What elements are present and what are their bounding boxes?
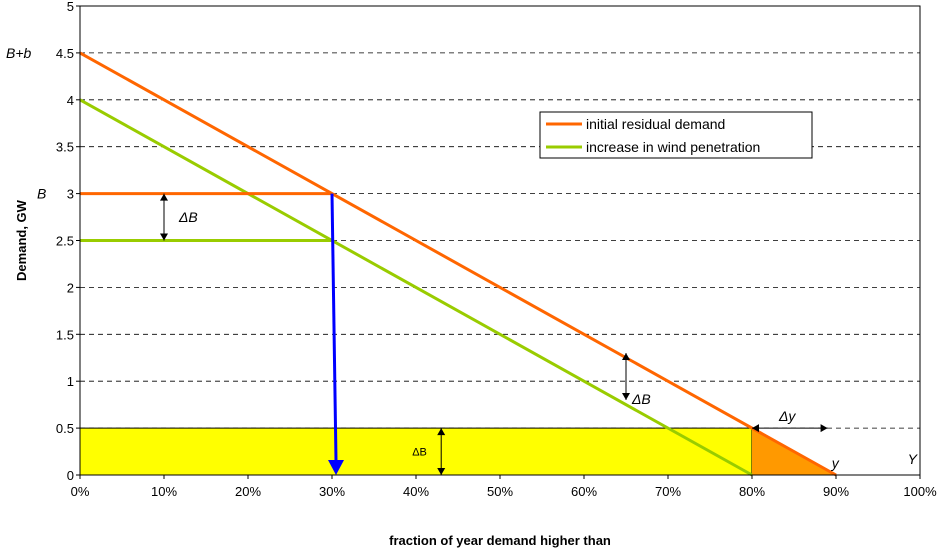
arrow-head <box>820 424 828 433</box>
arrow-head <box>160 193 168 201</box>
annotations: B+b B ΔB ΔB ΔB Δy y Y <box>6 45 919 475</box>
x-tick-label: 70% <box>655 484 681 499</box>
x-tick-label: 90% <box>823 484 849 499</box>
fill-areas <box>79 427 836 476</box>
delta-b-left-arrow <box>160 193 168 241</box>
y-tick-label: 2 <box>67 280 74 295</box>
annotation-delta-y: Δy <box>778 408 796 424</box>
series-line-0 <box>79 51 837 477</box>
x-tick-label: 50% <box>487 484 513 499</box>
legend: initial residual demand increase in wind… <box>539 111 813 159</box>
y-axis-title: Demand, GW <box>14 199 29 281</box>
x-tick-label: 100% <box>903 484 937 499</box>
grid-lines <box>80 5 920 429</box>
legend-box <box>539 111 813 159</box>
drop-arrow-head <box>328 460 344 475</box>
drop-arrow-shaft <box>330 193 338 462</box>
x-tick-label: 80% <box>739 484 765 499</box>
y-tick-label: 5 <box>67 0 74 14</box>
series-lines <box>79 51 837 477</box>
legend-label-initial: initial residual demand <box>586 116 725 132</box>
arrow-head <box>622 392 630 400</box>
yellow-area <box>79 427 753 476</box>
arrow-head <box>437 468 446 475</box>
y-tick-label: 1.5 <box>56 327 74 342</box>
plot-area-border <box>79 5 921 476</box>
annotation-big-y: Y <box>908 451 919 467</box>
x-tick-label: 10% <box>151 484 177 499</box>
y-tick-label: 0.5 <box>56 421 74 436</box>
x-tick-label: 60% <box>571 484 597 499</box>
series-line-1 <box>79 98 753 477</box>
annotation-delta-b-box: ΔB <box>412 447 427 459</box>
annotation-delta-b-right: ΔB <box>631 391 651 407</box>
arrow-head <box>437 428 446 436</box>
x-tick-label: 30% <box>319 484 345 499</box>
x-tick-label: 20% <box>235 484 261 499</box>
x-tick-label: 40% <box>403 484 429 499</box>
annotation-b-plus-b: B+b <box>6 45 32 61</box>
delta-b-right-arrow <box>622 353 630 400</box>
delta-b-box-arrow <box>437 428 446 475</box>
arrow-head <box>752 424 759 433</box>
arrow-head <box>160 233 168 241</box>
y-tick-label: 4 <box>67 93 74 108</box>
arrow-head <box>622 353 630 361</box>
x-axis-title: fraction of year demand higher than <box>389 533 611 548</box>
y-tick-label: 4.5 <box>56 46 74 61</box>
annotation-b: B <box>37 186 46 202</box>
y-tick-label: 3.5 <box>56 140 74 155</box>
annotation-small-y: y <box>831 455 840 471</box>
delta-y-arrow <box>752 424 828 433</box>
x-tick-label: 0% <box>71 484 90 499</box>
y-tick-label: 1 <box>67 374 74 389</box>
legend-label-increase: increase in wind penetration <box>586 139 760 155</box>
y-tick-label: 2.5 <box>56 234 74 249</box>
axes: 00.511.522.533.544.550% 10% 20% 30% 40% 50% 60… <box>56 0 937 499</box>
annotation-delta-b-left: ΔB <box>178 209 198 225</box>
y-tick-label: 0 <box>67 468 74 483</box>
y-tick-label: 3 <box>67 187 74 202</box>
